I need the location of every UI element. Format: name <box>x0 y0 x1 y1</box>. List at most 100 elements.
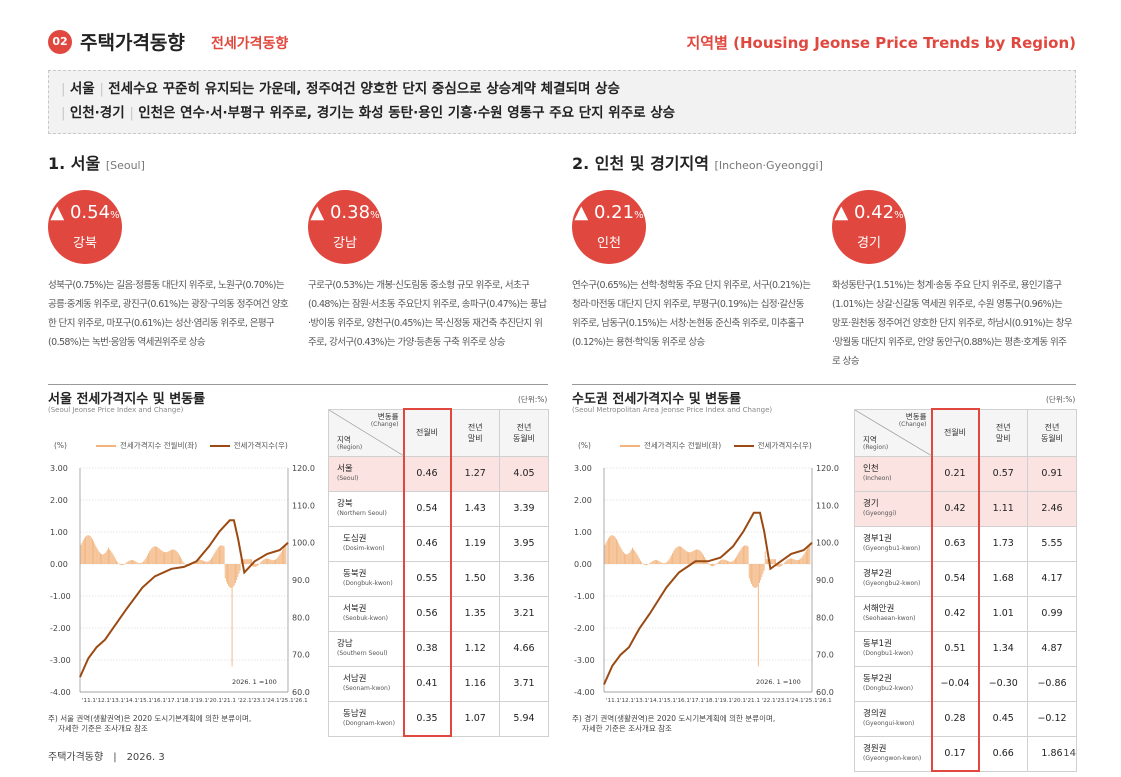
unit-label-incheon: (단위:%) <box>1046 395 1076 404</box>
ytd-value: 1.12 <box>450 630 500 667</box>
region-cell: 경부1권 (Gyeongbu1-kwon) <box>854 525 932 562</box>
header-line: 전년 <box>467 422 483 432</box>
region-name-en: (Gyeongui-kwon) <box>863 719 915 727</box>
table-row: 경기 (Gyeonggi) 0.42 1.11 2.46 <box>854 490 1077 527</box>
stat-unit: % <box>370 210 380 221</box>
change-table-incheon: 변동률 (Change) 지역 (Region) 전월비 전년 말비 전년 동월비 인천… <box>854 408 1077 772</box>
ytd-value: 1.34 <box>978 630 1028 667</box>
y-tick-right: 90.0 <box>292 576 310 585</box>
region-name-en: (Gyeongwon-kwon) <box>863 754 922 762</box>
y-tick-right: 70.0 <box>816 651 834 660</box>
ytd-value: 0.57 <box>978 455 1028 492</box>
section-title-seoul-en: [Seoul] <box>105 159 145 172</box>
mom-value: 0.51 <box>930 630 980 667</box>
region-cell: 경원권 (Gyeongwon-kwon) <box>854 735 932 772</box>
table-row: 경원권 (Gyeongwon-kwon) 0.17 0.66 1.86 <box>854 735 1077 772</box>
table-header-row: 변동률 (Change) 지역 (Region) 전월비 전년 말비 전년 동월비 <box>854 408 1077 457</box>
region-name-en: (Dongbu2-kwon) <box>863 684 914 692</box>
header-ytd: 전년 말비 <box>450 408 500 457</box>
mom-value: 0.38 <box>402 630 452 667</box>
region-name: 서해안권 <box>863 603 895 614</box>
diagonal-line <box>329 409 404 456</box>
header-change: 변동률 <box>905 411 927 421</box>
region-cell: 동남권 (Dongnam-kwon) <box>328 700 404 737</box>
chart-title-incheon: 수도권 전세가격지수 및 변동률 <box>572 392 742 407</box>
header-line: 동월비 <box>1040 433 1064 443</box>
y-tick-left: 1.00 <box>50 528 68 537</box>
legend-item-change: 전세가격지수 전월비(좌) <box>96 441 197 450</box>
section-title-seoul: 1. 서울 [Seoul] <box>48 150 145 174</box>
region-cell: 서북권 (Seobuk-kwon) <box>328 595 404 632</box>
table-header-row: 변동률 (Change) 지역 (Region) 전월비 전년 말비 전년 동월비 <box>328 408 549 457</box>
y-tick-right: 110.0 <box>292 501 315 510</box>
y-unit-incheon: (%) <box>578 441 591 450</box>
header-yoy: 전년 동월비 <box>1027 408 1077 457</box>
region-name-en: (Incheon) <box>863 474 892 482</box>
table-row: 서남권 (Seonam-kwon) 0.41 1.16 3.71 <box>328 665 549 702</box>
stat-circle-gyeonggi: ▲ 0.42% 경기 <box>832 190 906 264</box>
stat-name: 강남 <box>333 236 357 251</box>
summary-text-incheon: 인천은 연수·서·부평구 위주로, 경기는 화성 동탄·용인 기흥·수원 영통구… <box>138 105 676 121</box>
mom-value: 0.63 <box>930 525 980 562</box>
y-tick-right: 120.0 <box>816 464 839 473</box>
ytd-value: 1.73 <box>978 525 1028 562</box>
header-line: 전년 <box>516 422 532 432</box>
mom-value: 0.54 <box>402 490 452 527</box>
region-cell: 동부1권 (Dongbu1-kwon) <box>854 630 932 667</box>
header-line: 동월비 <box>512 433 536 443</box>
chart-title-seoul: 서울 전세가격지수 및 변동률 <box>48 392 206 407</box>
region-name: 경원권 <box>863 743 887 754</box>
legend-label: 전세가격지수(우) <box>233 441 288 450</box>
region-name: 도심권 <box>343 533 367 544</box>
section-title-incheon: 2. 인천 및 경기지역 [Incheon·Gyeonggi] <box>572 150 823 174</box>
header-mom: 전월비 <box>402 408 452 457</box>
header-line: 전년 <box>995 422 1011 432</box>
yoy-value: 1.86 <box>1027 735 1077 772</box>
region-name: 동북권 <box>343 568 367 579</box>
header-mom: 전월비 <box>930 408 980 457</box>
header-change: 변동률 <box>377 411 399 421</box>
x-tick-labels: '11.1'12.1'13.1'14.1'15.1'16.1'17.1'18.1… <box>82 698 308 704</box>
desc-gangbuk: 성북구(0.75%)는 길음·정릉동 대단지 위주로, 노원구(0.70%)는 … <box>48 280 289 348</box>
footnote-line: 자세한 기준은 조사개요 참조 <box>582 724 672 733</box>
ytd-value: −0.30 <box>978 665 1028 702</box>
table-row: 도심권 (Dosim-kwon) 0.46 1.19 3.95 <box>328 525 549 562</box>
header-line: 말비 <box>995 433 1011 443</box>
page-subtitle: 전세가격동향 <box>211 36 289 52</box>
mom-value: 0.28 <box>930 700 980 737</box>
section-divider <box>572 384 1076 385</box>
header-region-en: (Region) <box>337 443 363 451</box>
x-tick-labels: '11.1'12.1'13.1'14.1'15.1'16.1'17.1'18.1… <box>606 698 832 704</box>
stat-value: 0.54 <box>69 202 111 223</box>
region-name: 동부1권 <box>863 638 892 649</box>
y-tick-right: 80.0 <box>292 613 310 622</box>
y-tick-right: 60.0 <box>816 688 834 697</box>
up-triangle-icon: ▲ <box>834 202 849 223</box>
yoy-value: 2.46 <box>1027 490 1077 527</box>
mom-value: 0.56 <box>402 595 452 632</box>
summary-box: | 서울 | 전세수요 꾸준히 유지되는 가운데, 정주여건 양호한 단지 중심… <box>48 70 1076 134</box>
header-region: 지역 <box>863 434 877 444</box>
ytd-value: 1.16 <box>450 665 500 702</box>
region-name: 경부2권 <box>863 568 892 579</box>
region-name: 동부2권 <box>863 673 892 684</box>
section-divider <box>48 384 548 385</box>
mom-value: 0.41 <box>402 665 452 702</box>
table-row: 경의권 (Gyeongui-kwon) 0.28 0.45 −0.12 <box>854 700 1077 737</box>
region-name: 경부1권 <box>863 533 892 544</box>
legend-item-index: 전세가격지수(우) <box>733 441 812 450</box>
region-name-en: (Gyeonggi) <box>863 509 897 517</box>
up-triangle-icon: ▲ <box>310 202 325 223</box>
yoy-value: 0.99 <box>1027 595 1077 632</box>
chart-subtitle-seoul: (Seoul Jeonse Price Index and Change) <box>48 406 184 414</box>
ytd-value: 1.19 <box>450 525 500 562</box>
y-tick-left: 3.00 <box>574 464 592 473</box>
region-cell: 서울 (Seoul) <box>328 455 404 492</box>
chart-incheon: 3.00 2.00 1.00 0.00 -1.00 -2.00 -3.00 -4.00 120.… <box>574 464 839 704</box>
mom-value: −0.04 <box>930 665 980 702</box>
stat-circle-gangbuk: ▲ 0.54% 강북 <box>48 190 122 264</box>
stat-name: 강북 <box>73 236 97 251</box>
ytd-value: 1.43 <box>450 490 500 527</box>
legend-item-index: 전세가격지수(우) <box>209 441 288 450</box>
yoy-value: −0.86 <box>1027 665 1077 702</box>
